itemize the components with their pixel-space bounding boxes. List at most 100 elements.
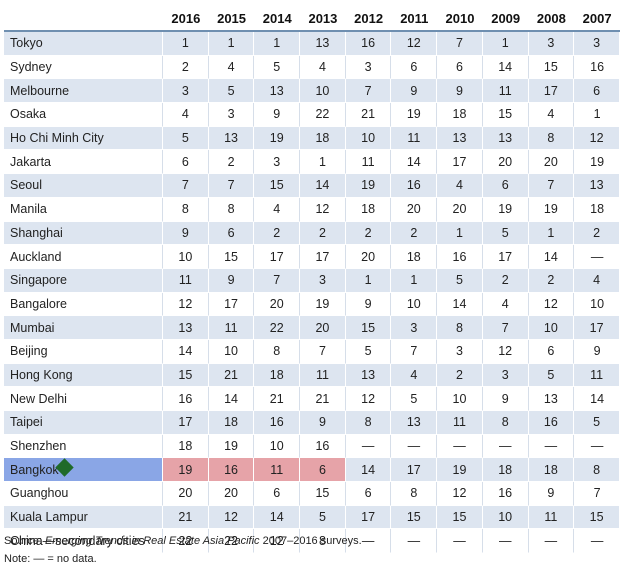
rank-cell: 8 xyxy=(208,197,255,222)
rank-cell: 14 xyxy=(208,387,255,411)
year-header-2015: 2015 xyxy=(208,6,255,32)
rank-cell: 6 xyxy=(437,55,483,80)
rank-cell: 5 xyxy=(208,79,255,104)
rank-cell: 9 xyxy=(254,103,301,127)
city-name-cell: Beijing xyxy=(4,339,164,364)
rank-cell: 15 xyxy=(300,482,346,506)
rank-cell: 7 xyxy=(345,79,392,104)
rank-cell: 13 xyxy=(163,316,209,340)
rank-cell: 10 xyxy=(391,292,438,317)
rank-cell: 18 xyxy=(300,126,346,151)
rank-cell: 2 xyxy=(300,221,346,246)
rank-cell: 18 xyxy=(208,411,255,435)
rank-cell: 6 xyxy=(528,339,575,364)
rank-cell: 14 xyxy=(482,55,529,80)
rank-cell: 17 xyxy=(482,245,529,269)
rank-cell: 8 xyxy=(482,411,529,435)
data-note: Note: — = no data. xyxy=(4,553,97,565)
rank-cell: 15 xyxy=(528,55,575,80)
table-row: Sydney 2 4 5 4 3 6 6 14 15 16 xyxy=(4,55,620,80)
rank-cell: 17 xyxy=(528,79,575,104)
rank-cell: 1 xyxy=(345,268,392,293)
rank-cell: 20 xyxy=(391,197,438,222)
table-body: Tokyo 1 1 1 13 16 12 7 1 3 3 Sydney 2 4 5 4 3 6 6 14 15 16 Mel… xyxy=(4,32,620,554)
rank-cell: 16 xyxy=(528,411,575,435)
city-name-cell: Mumbai xyxy=(4,316,164,340)
rank-cell: 11 xyxy=(482,79,529,104)
rank-cell: 7 xyxy=(391,339,438,364)
rank-cell: 10 xyxy=(208,339,255,364)
city-name: Shanghai xyxy=(10,225,63,240)
rank-cell: 8 xyxy=(574,458,620,483)
rank-cell: 11 xyxy=(437,411,483,435)
rank-cell: 21 xyxy=(345,103,392,127)
rank-cell: 2 xyxy=(208,150,255,175)
rank-cell: 19 xyxy=(208,434,255,459)
rank-cell: 5 xyxy=(437,268,483,293)
city-name: Manila xyxy=(10,202,47,217)
rank-cell: 10 xyxy=(437,387,483,411)
table-row: Ho Chi Minh City 5 13 19 18 10 11 13 13 8 12 xyxy=(4,126,620,151)
table-row: Shenzhen 18 19 10 16— — — — — — xyxy=(4,434,620,459)
rank-cell: 20 xyxy=(254,292,301,317)
city-name: Jakarta xyxy=(10,154,51,169)
rank-cell: 19 xyxy=(345,174,392,198)
rank-cell: 16 xyxy=(574,55,620,80)
rank-cell: 20 xyxy=(528,150,575,175)
rank-cell: 4 xyxy=(482,292,529,317)
rank-cell: 4 xyxy=(574,268,620,293)
rank-cell: 3 xyxy=(163,79,209,104)
rank-cell: 2 xyxy=(163,55,209,80)
rank-cell: 4 xyxy=(528,103,575,127)
rank-cell: 2 xyxy=(482,268,529,293)
table-row: Osaka 4 3 9 22 21 19 18 15 4 1 xyxy=(4,103,620,127)
city-name: New Delhi xyxy=(10,391,67,406)
rank-cell: 14 xyxy=(254,505,301,530)
year-header-2010: 2010 xyxy=(437,6,483,32)
rank-cell: 2 xyxy=(528,268,575,293)
rank-cell: 1 xyxy=(391,268,438,293)
rank-cell: 9 xyxy=(391,79,438,104)
city-ranking-table: 2016 2015 2014 2013 2012 2011 2010 2009 2008 2007… xyxy=(4,6,620,554)
table-row: Beijing 14 10 8 7 5 7 3 12 6 9 xyxy=(4,339,620,364)
city-name: Guanghou xyxy=(10,486,69,501)
rank-cell: 16 xyxy=(254,411,301,435)
rank-cell: 1 xyxy=(300,150,346,175)
rank-cell: 15 xyxy=(345,316,392,340)
rank-cell: 15 xyxy=(391,505,438,530)
rank-cell: 17 xyxy=(345,505,392,530)
rank-cell: 15 xyxy=(208,245,255,269)
city-name: Ho Chi Minh City xyxy=(10,131,104,146)
rank-cell: 6 xyxy=(208,221,255,246)
rank-cell: 19 xyxy=(163,458,209,483)
rank-cell: 10 xyxy=(163,245,209,269)
table-row: Shanghai 9 6 2 2 2 2 1 5 1 2 xyxy=(4,221,620,246)
header-row: 2016 2015 2014 2013 2012 2011 2010 2009 2008 2007 xyxy=(4,6,620,32)
rank-cell: 18 xyxy=(163,434,209,459)
rank-cell: 6 xyxy=(163,150,209,175)
table-row: Seoul 7 7 15 14 19 16 4 6 7 13 xyxy=(4,174,620,198)
rank-cell: 8 xyxy=(254,339,301,364)
rank-cell: 11 xyxy=(391,126,438,151)
rank-cell: — xyxy=(528,529,575,554)
rank-cell: 17 xyxy=(163,411,209,435)
table-row: China—secondary cities 22 22 12 8— — — — — — xyxy=(4,529,620,554)
rank-cell: 16 xyxy=(163,387,209,411)
rank-cell: 18 xyxy=(254,363,301,388)
rank-cell: 16 xyxy=(300,434,346,459)
rank-cell: 12 xyxy=(574,126,620,151)
table-row: Tokyo 1 1 1 13 16 12 7 1 3 3 xyxy=(4,32,620,56)
rank-cell: 5 xyxy=(391,387,438,411)
city-name: Hong Kong xyxy=(10,367,73,382)
source-suffix: 2007–2016 surveys. xyxy=(259,535,362,547)
rank-cell: 9 xyxy=(163,221,209,246)
rank-cell: 5 xyxy=(574,411,620,435)
source-prefix: Source: xyxy=(4,535,45,547)
city-name: Bangkok xyxy=(10,462,59,477)
rank-cell: 7 xyxy=(437,32,483,56)
rank-cell: 2 xyxy=(254,221,301,246)
rank-cell: 8 xyxy=(391,482,438,506)
rank-cell: 14 xyxy=(574,387,620,411)
rank-cell: 7 xyxy=(163,174,209,198)
city-name-cell: Hong Kong xyxy=(4,363,164,388)
